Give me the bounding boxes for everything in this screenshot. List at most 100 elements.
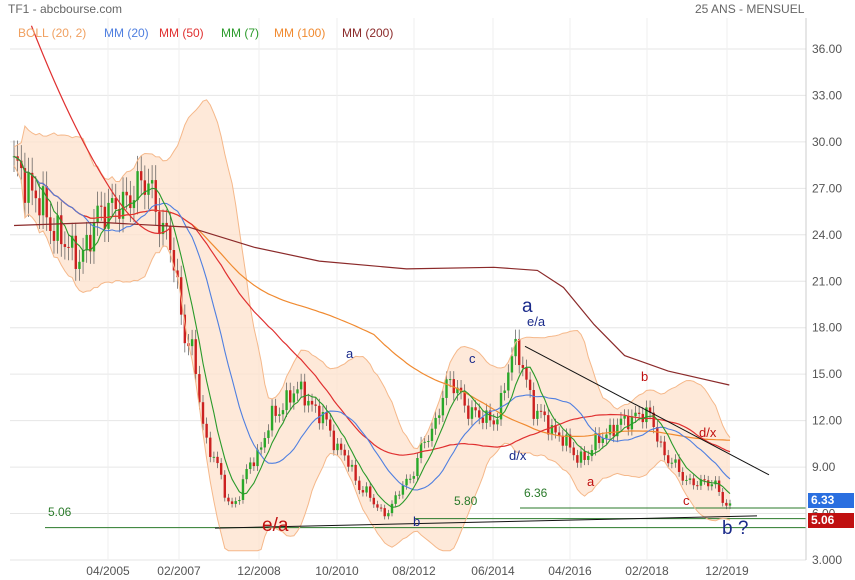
wave-label: 6.36 — [524, 486, 548, 500]
candle-body — [387, 513, 390, 517]
candle-body — [249, 462, 252, 470]
candle-body — [568, 434, 572, 448]
wave-label: 5.80 — [454, 494, 478, 508]
wave-label: c — [683, 493, 690, 508]
candle-body — [441, 397, 445, 416]
candle-body — [667, 455, 670, 464]
candle-body — [278, 414, 281, 416]
candle-body — [514, 338, 517, 357]
candle-body — [379, 507, 383, 509]
candle-body — [252, 462, 256, 467]
candle-body — [125, 191, 128, 196]
candle-body — [579, 451, 583, 463]
bollinger-upper-line — [13, 99, 731, 450]
candle-body — [292, 393, 296, 403]
candle-body — [478, 410, 481, 418]
candle-body — [405, 478, 408, 486]
candle-body — [140, 171, 143, 181]
candle-body — [216, 456, 219, 464]
candle-body — [307, 400, 310, 406]
legend-item-mm200: MM (200) — [342, 26, 394, 40]
candle-body — [70, 235, 74, 248]
candle-body — [147, 183, 150, 195]
candle-body — [714, 480, 717, 485]
candle-body — [637, 412, 641, 414]
candle-body — [303, 381, 306, 406]
candle-body — [499, 393, 503, 420]
candle-body — [85, 234, 88, 251]
x-tick-label: 02/2018 — [625, 564, 669, 578]
x-tick-label: 02/2007 — [157, 564, 201, 578]
candle-body — [467, 405, 470, 419]
wave-label: a — [587, 474, 595, 489]
candle-body — [728, 503, 732, 506]
candle-body — [256, 449, 259, 467]
mm200-line — [13, 221, 730, 386]
wave-label: 5.06 — [48, 505, 72, 519]
candle-body — [165, 222, 168, 227]
x-tick-label: 12/2019 — [705, 564, 749, 578]
candle-body — [56, 215, 59, 241]
candle-body — [688, 478, 692, 480]
candle-body — [194, 339, 197, 375]
candle-body — [376, 504, 379, 508]
candle-body — [528, 379, 532, 390]
candle-body — [172, 250, 176, 271]
candle-body — [92, 222, 96, 252]
moving-averages — [13, 25, 731, 552]
chart-title: TF1 - abcbourse.com — [8, 2, 123, 16]
candle-body — [590, 450, 594, 456]
y-tick-label: 18.00 — [812, 321, 842, 335]
resistance-trendline — [524, 345, 770, 476]
wave-label: b — [641, 369, 648, 384]
candle-body — [706, 480, 710, 487]
mm50-early-line — [30, 25, 172, 234]
candle-body — [699, 479, 703, 486]
candle-body — [212, 456, 216, 458]
x-tick-label: 08/2012 — [392, 564, 436, 578]
legend-item-mm20: MM (20) — [104, 26, 149, 40]
candle-body — [150, 180, 154, 184]
candle-body — [358, 480, 361, 491]
support-trendline — [214, 515, 758, 529]
candle-body — [401, 485, 405, 495]
candle-body — [587, 455, 590, 460]
candle-body — [648, 407, 652, 413]
candle-body — [350, 464, 354, 467]
legend-item-mm50: MM (50) — [159, 26, 204, 40]
candle-body — [230, 501, 234, 504]
candle-body — [310, 400, 314, 405]
candle-body — [314, 404, 317, 406]
candle-body — [190, 339, 194, 347]
x-tick-label: 04/2005 — [86, 564, 130, 578]
legend-item-mm100: MM (100) — [274, 26, 326, 40]
y-tick-label: 30.00 — [812, 135, 842, 149]
trendlines — [214, 345, 770, 529]
candle-body — [452, 379, 455, 394]
candles — [12, 140, 732, 520]
candle-body — [20, 160, 23, 169]
candle-body — [74, 235, 77, 269]
x-tick-label: 12/2008 — [237, 564, 281, 578]
candle-body — [347, 455, 350, 467]
candle-body — [543, 411, 546, 416]
candle-body — [685, 479, 688, 481]
candle-body — [677, 459, 681, 472]
y-tick-label: 36.00 — [812, 42, 842, 56]
candle-body — [161, 222, 165, 235]
candle-body — [619, 418, 623, 425]
x-tick-label: 06/2014 — [471, 564, 515, 578]
candle-body — [659, 441, 663, 443]
candle-body — [45, 186, 48, 218]
candle-body — [132, 200, 136, 209]
y-tick-label: 15.00 — [812, 367, 842, 381]
candle-body — [710, 484, 714, 487]
wave-label: d/x — [699, 425, 717, 440]
candle-body — [557, 432, 561, 436]
candle-body — [521, 365, 525, 368]
candle-body — [634, 412, 637, 417]
candle-body — [270, 405, 274, 431]
candle-body — [329, 419, 332, 431]
candle-body — [343, 449, 346, 456]
candle-body — [576, 455, 579, 463]
